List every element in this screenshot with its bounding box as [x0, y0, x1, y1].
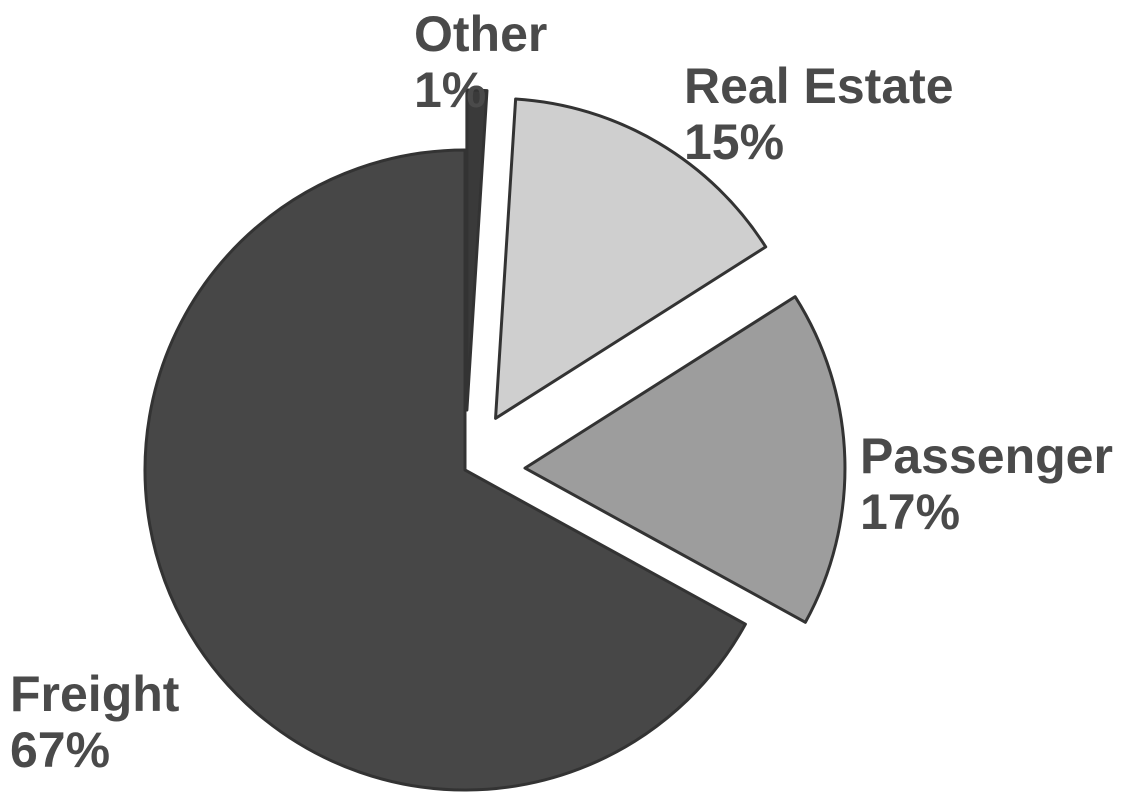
label-real-estate: Real Estate 15%	[684, 58, 954, 170]
label-freight-percent: 67%	[10, 722, 111, 778]
label-passenger-name: Passenger	[860, 428, 1113, 484]
label-passenger-percent: 17%	[860, 484, 961, 540]
label-real-estate-percent: 15%	[684, 114, 785, 170]
label-other-percent: 1%	[414, 62, 487, 118]
label-freight-name: Freight	[10, 666, 180, 722]
pie-slice-other	[465, 88, 489, 412]
label-freight: Freight 67%	[10, 666, 179, 778]
pie-slice-passenger	[523, 295, 847, 624]
label-other-name: Other	[414, 6, 548, 62]
label-other: Other 1%	[414, 6, 547, 118]
label-real-estate-name: Real Estate	[684, 58, 954, 114]
pie-slices	[143, 88, 847, 792]
pie-slice-freight	[143, 148, 747, 792]
label-passenger: Passenger 17%	[860, 428, 1113, 540]
pie-slice-real-estate	[494, 97, 768, 420]
